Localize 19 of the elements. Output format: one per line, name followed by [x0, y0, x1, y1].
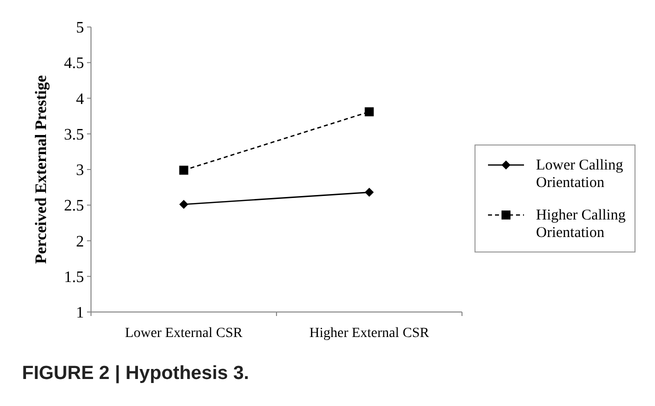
point: [179, 200, 188, 209]
y-tick-label: 4: [76, 90, 84, 108]
point: [179, 166, 188, 175]
legend-label: Lower Calling Orientation: [536, 158, 624, 191]
y-tick-label: 3: [76, 162, 84, 180]
y-tick-label: 3.5: [64, 126, 84, 144]
legend-label: Higher Calling Orientation: [536, 208, 626, 241]
y-tick-label: 2.5: [64, 198, 84, 215]
y-tick-label: 2: [76, 233, 84, 250]
y-axis-title: Perceived External Prestige: [33, 75, 50, 264]
x-tick-label: Higher External CSR: [309, 326, 430, 341]
y-tick-label: 1: [76, 304, 84, 322]
y-tick-label: 4.5: [64, 55, 84, 72]
y-tick-label: 5: [76, 20, 84, 37]
y-tick-label: 1.5: [64, 268, 84, 286]
text: FIGURE 2 | Hypothesis 3.: [22, 363, 250, 384]
point: [364, 107, 374, 116]
x-tick-label: Lower External CSR: [125, 326, 244, 341]
point: [364, 188, 374, 197]
